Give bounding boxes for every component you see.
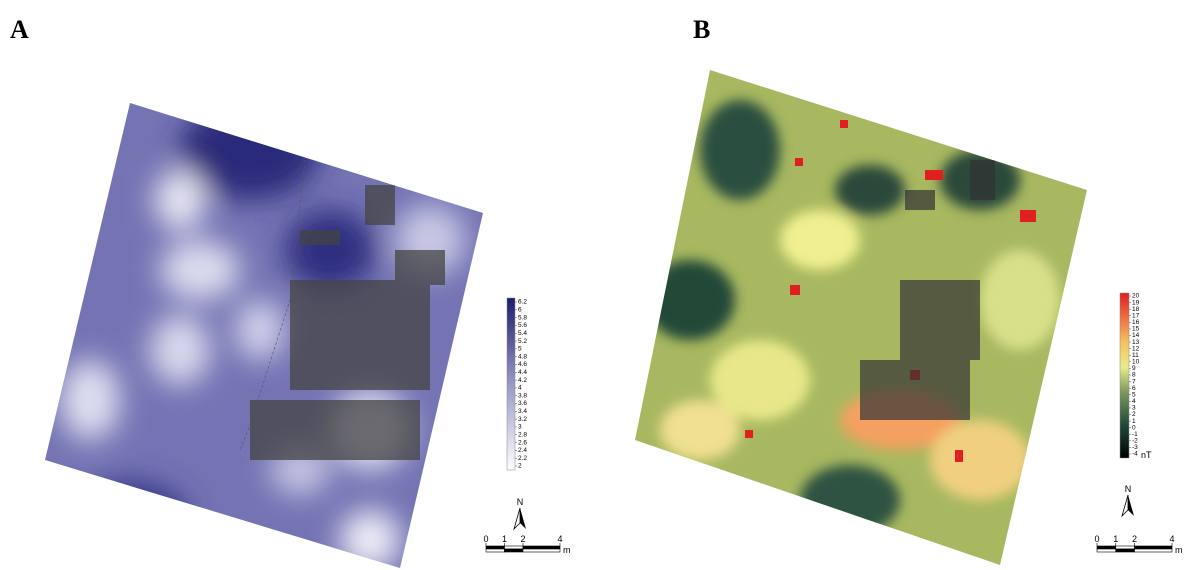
colorbar-label: 4.8 xyxy=(518,353,527,360)
scale-label: 2 xyxy=(1132,534,1137,544)
scale-segment xyxy=(1116,546,1135,549)
colorbar-label: 4.2 xyxy=(518,377,527,384)
colorbar xyxy=(507,298,515,470)
scale-segment xyxy=(1135,546,1173,549)
scale-segment xyxy=(486,549,505,552)
north-arrow xyxy=(520,508,526,529)
panel-label: A xyxy=(10,15,29,44)
north-label: N xyxy=(1125,484,1132,494)
colorbar-label: 4.6 xyxy=(518,361,527,368)
scale-segment xyxy=(486,546,505,549)
scale-label: 4 xyxy=(1169,534,1174,544)
scale-unit: m xyxy=(563,545,571,555)
colorbar-label: 4.4 xyxy=(518,369,527,376)
colorbar-label: 6 xyxy=(518,307,522,314)
scale-segment xyxy=(505,549,524,552)
colorbar-label: -4 xyxy=(1132,451,1138,458)
colorbar-unit: nT xyxy=(1141,450,1152,460)
colorbar xyxy=(1120,293,1129,458)
colorbar-label: 2.6 xyxy=(518,439,527,446)
colorbar-label: 2 xyxy=(518,463,522,470)
map-b xyxy=(630,65,1090,570)
scale-segment xyxy=(523,546,560,549)
colorbar-label: 6.2 xyxy=(518,299,527,306)
colorbar-label: 4 xyxy=(518,385,522,392)
scale-label: 0 xyxy=(483,534,488,544)
panel-label: B xyxy=(693,15,710,44)
colorbar-label: 5.8 xyxy=(518,314,527,321)
scale-segment xyxy=(1097,546,1116,549)
colorbar-label: 2.4 xyxy=(518,447,527,454)
colorbar-label: 3.4 xyxy=(518,408,527,415)
north-arrow xyxy=(1128,495,1134,516)
colorbar-label: 5.6 xyxy=(518,322,527,329)
colorbar-label: 3.6 xyxy=(518,400,527,407)
north-label: N xyxy=(517,497,524,507)
scale-segment xyxy=(505,546,524,549)
north-arrow xyxy=(1122,495,1128,516)
colorbar-label: 5.2 xyxy=(518,338,527,345)
scale-label: 1 xyxy=(502,534,507,544)
scale-unit: m xyxy=(1175,545,1183,555)
colorbar-label: 5 xyxy=(518,346,522,353)
scale-segment xyxy=(523,549,560,552)
map-a xyxy=(40,100,490,570)
scale-label: 2 xyxy=(520,534,525,544)
scale-segment xyxy=(1116,549,1135,552)
figure: A B 6.265.85.65.45.254.84.64.44.243.83.6… xyxy=(0,0,1184,570)
colorbar-label: 2.8 xyxy=(518,431,527,438)
scale-label: 1 xyxy=(1113,534,1118,544)
colorbar-label: 2.2 xyxy=(518,455,527,462)
scale-label: 4 xyxy=(557,534,562,544)
colorbar-label: 3.8 xyxy=(518,392,527,399)
colorbar-label: 5.4 xyxy=(518,330,527,337)
scale-segment xyxy=(1135,549,1173,552)
colorbar-label: 3.2 xyxy=(518,416,527,423)
north-arrow xyxy=(514,508,520,529)
colorbar-label: 3 xyxy=(518,424,522,431)
scale-label: 0 xyxy=(1094,534,1099,544)
scale-segment xyxy=(1097,549,1116,552)
